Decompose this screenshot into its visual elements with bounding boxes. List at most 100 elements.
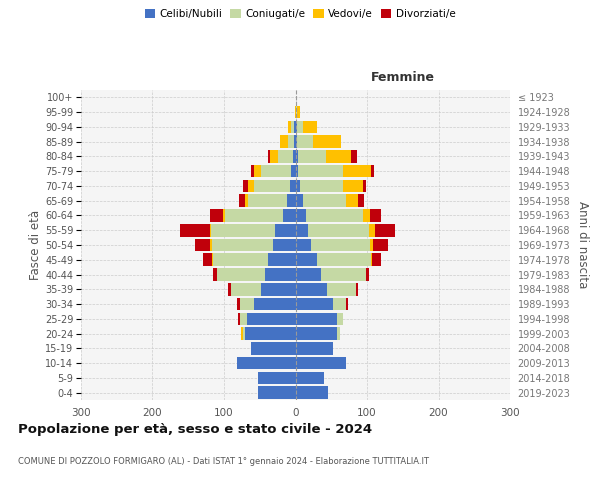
Text: COMUNE DI POZZOLO FORMIGARO (AL) - Dati ISTAT 1° gennaio 2024 - Elaborazione TUT: COMUNE DI POZZOLO FORMIGARO (AL) - Dati … — [18, 458, 429, 466]
Bar — [375, 224, 395, 236]
Bar — [332, 298, 346, 310]
Bar — [248, 194, 287, 207]
Bar — [296, 372, 324, 384]
Bar — [241, 328, 242, 340]
Bar — [259, 386, 296, 399]
Bar — [227, 283, 231, 296]
Bar — [289, 136, 294, 148]
Bar — [296, 106, 297, 118]
Bar — [239, 194, 245, 207]
Bar — [327, 283, 356, 296]
Bar — [238, 312, 240, 325]
Bar — [291, 120, 294, 133]
Bar — [275, 224, 296, 236]
Bar — [313, 136, 341, 148]
Bar — [289, 120, 291, 133]
Bar — [290, 180, 296, 192]
Bar — [326, 150, 351, 162]
Bar — [298, 150, 326, 162]
Bar — [210, 224, 211, 236]
Bar — [337, 312, 343, 325]
Bar — [370, 238, 373, 252]
Bar — [296, 180, 300, 192]
Bar — [296, 238, 311, 252]
Bar — [296, 224, 308, 236]
Bar — [302, 194, 346, 207]
Bar — [245, 194, 248, 207]
Bar — [231, 283, 261, 296]
Bar — [346, 194, 358, 207]
Bar — [356, 283, 358, 296]
Bar — [296, 298, 332, 310]
Bar — [268, 150, 270, 162]
Bar — [287, 194, 296, 207]
Bar — [251, 342, 296, 354]
Bar — [294, 120, 296, 133]
Bar — [296, 268, 321, 281]
Bar — [211, 224, 275, 236]
Bar — [203, 254, 212, 266]
Bar — [294, 136, 296, 148]
Bar — [254, 180, 290, 192]
Bar — [212, 254, 268, 266]
Bar — [194, 238, 211, 252]
Bar — [295, 106, 296, 118]
Bar — [365, 268, 369, 281]
Bar — [261, 283, 296, 296]
Bar — [297, 120, 302, 133]
Bar — [272, 238, 296, 252]
Bar — [373, 238, 388, 252]
Bar — [245, 328, 296, 340]
Bar — [242, 328, 245, 340]
Text: Popolazione per età, sesso e stato civile - 2024: Popolazione per età, sesso e stato civil… — [18, 422, 372, 436]
Bar — [371, 254, 372, 266]
Bar — [293, 150, 296, 162]
Bar — [248, 180, 254, 192]
Bar — [240, 312, 247, 325]
Bar — [371, 165, 374, 177]
Bar — [343, 165, 371, 177]
Bar — [226, 209, 283, 222]
Bar — [317, 254, 371, 266]
Bar — [270, 150, 278, 162]
Bar — [296, 386, 328, 399]
Bar — [346, 298, 349, 310]
Bar — [261, 165, 291, 177]
Bar — [305, 209, 363, 222]
Bar — [363, 180, 365, 192]
Bar — [337, 328, 340, 340]
Bar — [179, 224, 210, 236]
Bar — [278, 150, 293, 162]
Bar — [280, 136, 289, 148]
Bar — [300, 180, 343, 192]
Bar — [343, 180, 363, 192]
Bar — [296, 312, 337, 325]
Bar — [358, 194, 364, 207]
Text: Femmine: Femmine — [371, 71, 435, 84]
Bar — [296, 165, 298, 177]
Bar — [296, 283, 327, 296]
Bar — [242, 180, 248, 192]
Bar — [321, 268, 365, 281]
Bar — [240, 298, 254, 310]
Y-axis label: Fasce di età: Fasce di età — [29, 210, 42, 280]
Bar — [265, 268, 296, 281]
Bar — [296, 136, 297, 148]
Bar — [363, 209, 370, 222]
Bar — [223, 209, 226, 222]
Bar — [296, 342, 332, 354]
Bar — [217, 268, 265, 281]
Bar — [212, 238, 272, 252]
Bar — [237, 357, 296, 370]
Bar — [351, 150, 357, 162]
Bar — [308, 224, 369, 236]
Bar — [369, 224, 375, 236]
Bar — [297, 106, 300, 118]
Legend: Celibi/Nubili, Coniugati/e, Vedovi/e, Divorziati/e: Celibi/Nubili, Coniugati/e, Vedovi/e, Di… — [140, 5, 460, 24]
Bar — [254, 165, 261, 177]
Bar — [296, 209, 305, 222]
Bar — [296, 357, 346, 370]
Bar — [259, 372, 296, 384]
Bar — [296, 150, 298, 162]
Bar — [296, 254, 317, 266]
